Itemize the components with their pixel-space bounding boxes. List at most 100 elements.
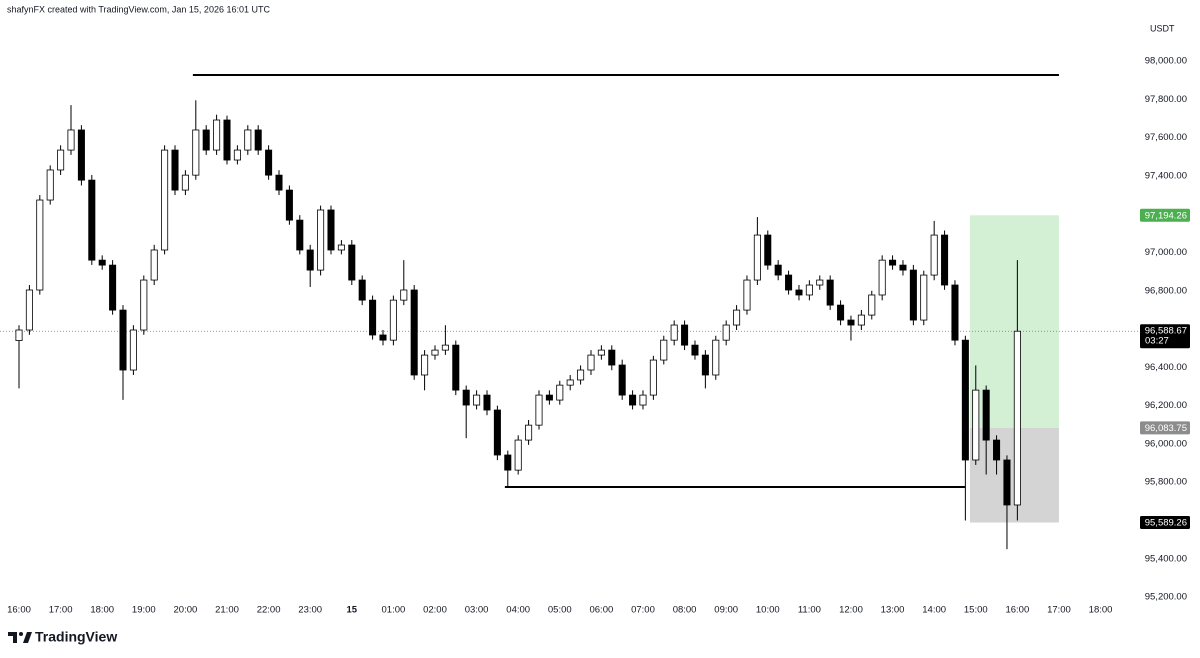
candle-body — [379, 334, 387, 341]
candle-body — [140, 279, 148, 331]
target-label: 97,194.26 — [1145, 210, 1187, 221]
entry-label: 96,083.75 — [1145, 423, 1187, 434]
candle-body — [171, 149, 179, 191]
candle-body — [410, 289, 418, 376]
candle-body — [389, 299, 397, 341]
candle-body — [109, 264, 117, 311]
candle-body — [192, 129, 200, 176]
x-tick-label: 04:00 — [506, 605, 530, 616]
candle-body — [15, 329, 23, 341]
candle-body — [473, 394, 481, 406]
y-tick-label: 95,800.00 — [1145, 477, 1187, 488]
x-tick-label: 18:00 — [90, 605, 114, 616]
x-tick-label: 22:00 — [257, 605, 281, 616]
logo-mark — [19, 632, 23, 636]
y-tick-label: 96,200.00 — [1145, 400, 1187, 411]
candle-body — [441, 344, 449, 351]
candle-body — [639, 394, 647, 406]
x-tick-label: 05:00 — [548, 605, 572, 616]
candle-body — [244, 129, 252, 151]
candle-body — [847, 319, 855, 326]
candle-body — [285, 189, 293, 221]
x-tick-label: 23:00 — [298, 605, 322, 616]
x-tick-label: 21:00 — [215, 605, 239, 616]
brand: TradingView — [35, 629, 117, 645]
candle-body — [296, 219, 304, 251]
candle-body — [431, 349, 439, 356]
candle-body — [899, 264, 907, 271]
candle-body — [400, 289, 408, 301]
candle-body — [868, 294, 876, 316]
candle-body — [670, 324, 678, 341]
candle-body — [930, 234, 938, 276]
candle-body — [77, 129, 85, 181]
candle-body — [504, 454, 512, 471]
candle-body — [805, 284, 813, 296]
candle-body — [421, 354, 429, 376]
candle-body — [98, 259, 106, 266]
last-price-label: 96,588.67 — [1145, 326, 1187, 337]
x-tick-label: 09:00 — [714, 605, 738, 616]
x-tick-label: 03:00 — [465, 605, 489, 616]
x-tick-label: 17:00 — [49, 605, 73, 616]
candle-body — [649, 359, 657, 396]
candle-body — [982, 389, 990, 441]
candle-body — [36, 199, 44, 291]
candle-body — [452, 344, 460, 391]
candle-body — [233, 149, 241, 161]
candle-body — [462, 389, 470, 406]
logo-mark — [8, 632, 17, 643]
candle-body — [826, 279, 834, 306]
candle-body — [327, 209, 335, 251]
candle-body — [577, 369, 585, 381]
brand-logo: TradingView — [8, 629, 117, 645]
candle-body — [774, 264, 782, 276]
candle-body — [1003, 459, 1011, 506]
candle-body — [733, 309, 741, 326]
candle-body — [587, 354, 595, 371]
candle-body — [743, 279, 751, 311]
candle-body — [597, 349, 605, 356]
candle-body — [795, 289, 803, 296]
y-tick-label: 96,000.00 — [1145, 438, 1187, 449]
plot-area — [0, 74, 1138, 550]
candle-body — [753, 234, 761, 281]
candle-body — [837, 304, 845, 321]
candle-body — [348, 244, 356, 281]
candle-body — [254, 129, 262, 151]
y-tick-label: 95,200.00 — [1145, 592, 1187, 603]
candle-body — [566, 379, 574, 386]
candle-body — [25, 289, 33, 331]
y-tick-label: 97,000.00 — [1145, 247, 1187, 258]
candle-body — [681, 324, 689, 346]
candle-body — [660, 339, 668, 361]
candle-body — [993, 439, 1001, 461]
candle-body — [202, 129, 210, 151]
candle-body — [764, 234, 772, 266]
candle-body — [629, 394, 637, 406]
x-tick-label: 19:00 — [132, 605, 156, 616]
x-tick-label: 11:00 — [798, 605, 821, 616]
candle-body — [317, 209, 325, 271]
candle-body — [306, 249, 314, 271]
y-tick-label: 97,800.00 — [1145, 94, 1187, 105]
x-tick-label: 17:00 — [1047, 605, 1071, 616]
candle-body — [1013, 330, 1021, 506]
x-tick-label: 15:00 — [964, 605, 988, 616]
candle-body — [816, 279, 824, 286]
y-tick-label: 95,400.00 — [1145, 553, 1187, 564]
logo-mark — [23, 632, 32, 643]
countdown-label: 03:27 — [1145, 336, 1169, 347]
x-tick-label: 16:00 — [7, 605, 31, 616]
last-price-tag — [1140, 324, 1190, 349]
candle-body — [941, 234, 949, 286]
candle-body — [722, 324, 730, 341]
header: shafynFX created with TradingView.com, J… — [7, 4, 270, 14]
candle-body — [129, 329, 137, 371]
candle-body — [213, 119, 221, 151]
x-tick-label: 13:00 — [881, 605, 905, 616]
candle-body — [691, 344, 699, 356]
x-tick-label: 02:00 — [423, 605, 447, 616]
candle-body — [920, 274, 928, 321]
